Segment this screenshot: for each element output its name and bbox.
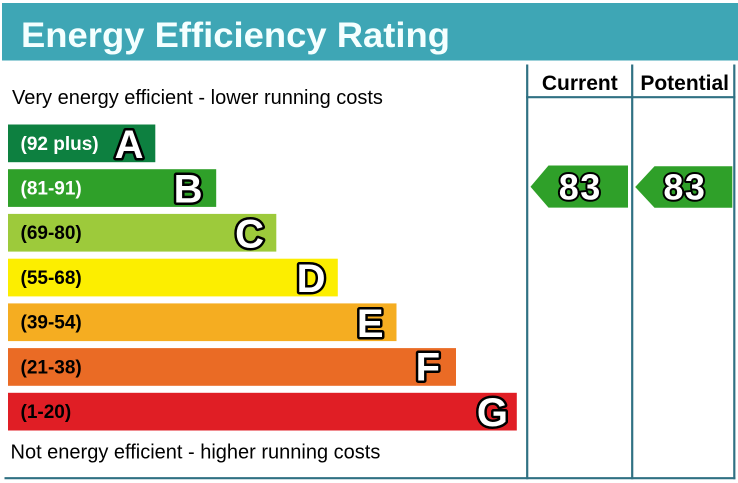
- svg-text:Energy Efficiency Rating: Energy Efficiency Rating: [21, 16, 450, 55]
- svg-text:(81-91): (81-91): [21, 179, 82, 200]
- svg-text:(21-38): (21-38): [21, 357, 82, 378]
- svg-text:(55-68): (55-68): [21, 268, 82, 289]
- svg-text:(69-80): (69-80): [21, 223, 82, 244]
- svg-text:G: G: [477, 391, 508, 435]
- svg-text:Current: Current: [542, 72, 618, 95]
- svg-text:83: 83: [663, 167, 706, 208]
- svg-text:83: 83: [559, 167, 602, 208]
- svg-text:(39-54): (39-54): [21, 313, 82, 334]
- svg-text:C: C: [235, 212, 264, 256]
- svg-text:E: E: [357, 302, 384, 346]
- svg-text:D: D: [297, 257, 326, 301]
- svg-text:A: A: [115, 123, 144, 167]
- svg-text:Not energy efficient - higher: Not energy efficient - higher running co…: [11, 442, 381, 464]
- svg-text:(92 plus): (92 plus): [21, 134, 99, 155]
- svg-text:Very energy efficient - lower: Very energy efficient - lower running co…: [12, 87, 383, 109]
- svg-text:F: F: [416, 346, 440, 390]
- svg-text:B: B: [174, 168, 203, 212]
- svg-text:(1-20): (1-20): [21, 402, 72, 423]
- svg-text:Potential: Potential: [640, 72, 729, 95]
